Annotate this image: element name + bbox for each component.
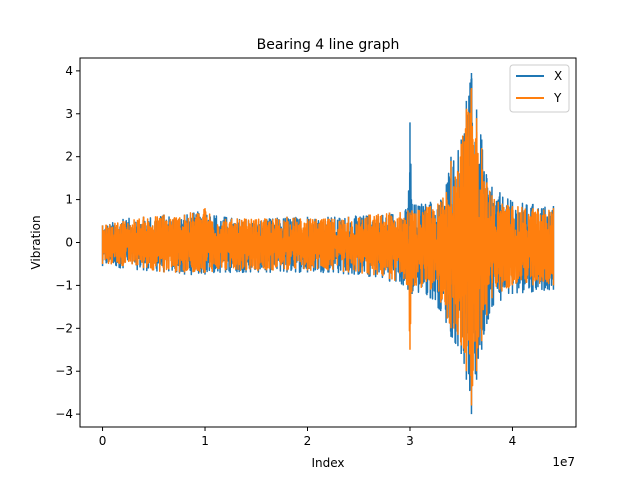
y-axis-label: Vibration	[29, 215, 43, 269]
y-tick-label: 1	[65, 193, 73, 207]
x-tick-label: 3	[406, 434, 414, 448]
y-tick-label: 4	[65, 64, 73, 78]
x-tick-label: 2	[304, 434, 312, 448]
y-tick-label: −1	[55, 278, 73, 292]
y-tick-label: 0	[65, 236, 73, 250]
x-tick-label: 1	[201, 434, 209, 448]
x-axis: 0 1 2 3 4	[99, 427, 517, 448]
x-tick-label: 4	[509, 434, 517, 448]
x-axis-label: Index	[311, 456, 344, 470]
plot-area	[101, 73, 555, 415]
y-tick-label: 3	[65, 107, 73, 121]
y-tick-label: 2	[65, 150, 73, 164]
x-tick-label: 0	[99, 434, 107, 448]
y-axis: −4 −3 −2 −1 0 1 2 3 4	[55, 64, 80, 421]
y-tick-label: −3	[55, 364, 73, 378]
legend-label-y: Y	[553, 91, 562, 105]
series-layer	[101, 73, 555, 415]
chart-title: Bearing 4 line graph	[257, 37, 400, 53]
y-tick-label: −4	[55, 407, 73, 421]
x-axis-offset-label: 1e7	[552, 455, 575, 469]
legend-label-x: X	[554, 69, 562, 83]
legend: XY	[509, 64, 570, 113]
y-tick-label: −2	[55, 321, 73, 335]
series-line-y	[101, 88, 555, 406]
